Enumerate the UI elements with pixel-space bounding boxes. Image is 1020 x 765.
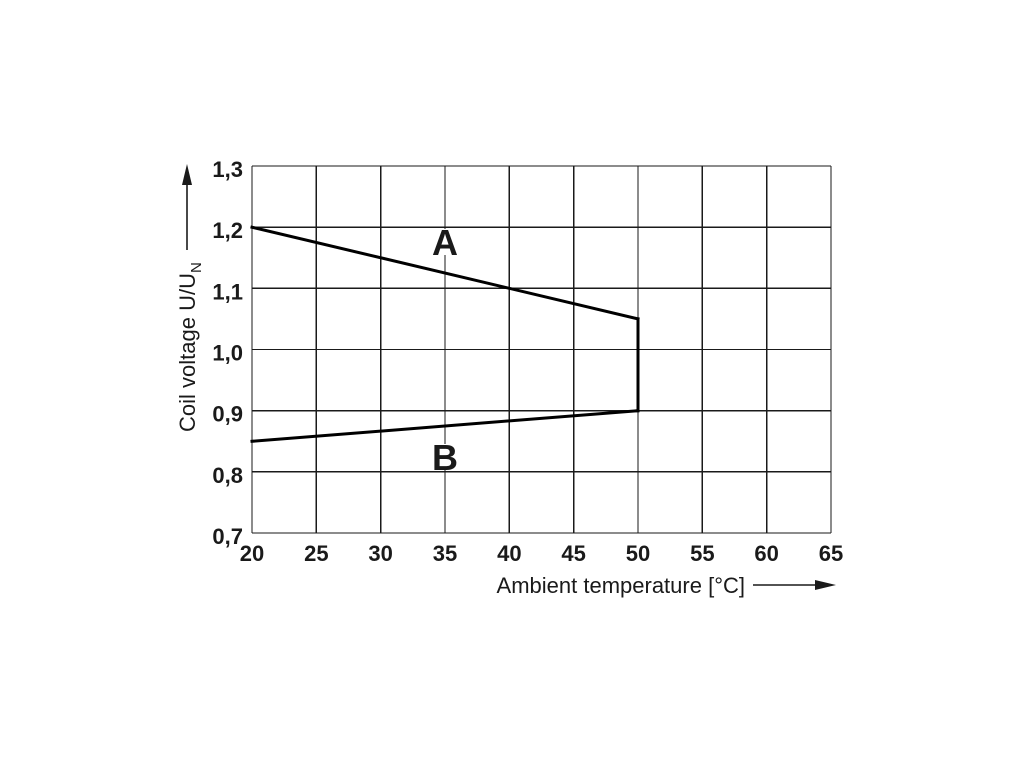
series-label-b: B [432, 437, 458, 478]
x-tick-label: 35 [433, 541, 457, 566]
x-tick-label: 65 [819, 541, 843, 566]
y-tick-label: 1,1 [212, 279, 243, 304]
x-tick-label: 50 [626, 541, 650, 566]
x-axis-title: Ambient temperature [°C] [497, 573, 745, 598]
series-line-b [250, 409, 640, 443]
x-tick-label: 55 [690, 541, 714, 566]
x-axis-arrowhead-icon [815, 580, 836, 590]
y-axis-title-subscript: N [188, 262, 205, 273]
series-line-a [250, 225, 640, 321]
y-tick-label: 0,8 [212, 463, 243, 488]
y-tick-label: 0,9 [212, 402, 243, 427]
x-tick-label: 40 [497, 541, 521, 566]
x-tick-label: 30 [368, 541, 392, 566]
y-tick-labels: 0,7 0,8 0,9 1,0 1,1 1,2 1,3 [212, 157, 243, 549]
x-tick-label: 60 [754, 541, 778, 566]
x-tick-label: 25 [304, 541, 328, 566]
y-axis-title-main: Coil voltage U/U [175, 273, 200, 432]
series-label-b-background [428, 444, 462, 470]
series-lines [250, 225, 640, 443]
y-tick-label: 0,7 [212, 524, 243, 549]
series-label-a-background [428, 229, 462, 255]
grid [251, 165, 832, 534]
x-tick-labels: 20 25 30 35 40 45 50 55 60 65 [240, 541, 843, 566]
x-tick-label: 20 [240, 541, 264, 566]
y-tick-label: 1,0 [212, 341, 243, 366]
y-axis-title: Coil voltage U/UN [175, 262, 205, 432]
y-axis-arrowhead-icon [182, 164, 192, 185]
y-tick-label: 1,3 [212, 157, 243, 182]
x-tick-label: 45 [561, 541, 585, 566]
y-tick-label: 1,2 [212, 218, 243, 243]
series-label-a: A [432, 222, 458, 263]
series-labels: AB [428, 222, 462, 478]
